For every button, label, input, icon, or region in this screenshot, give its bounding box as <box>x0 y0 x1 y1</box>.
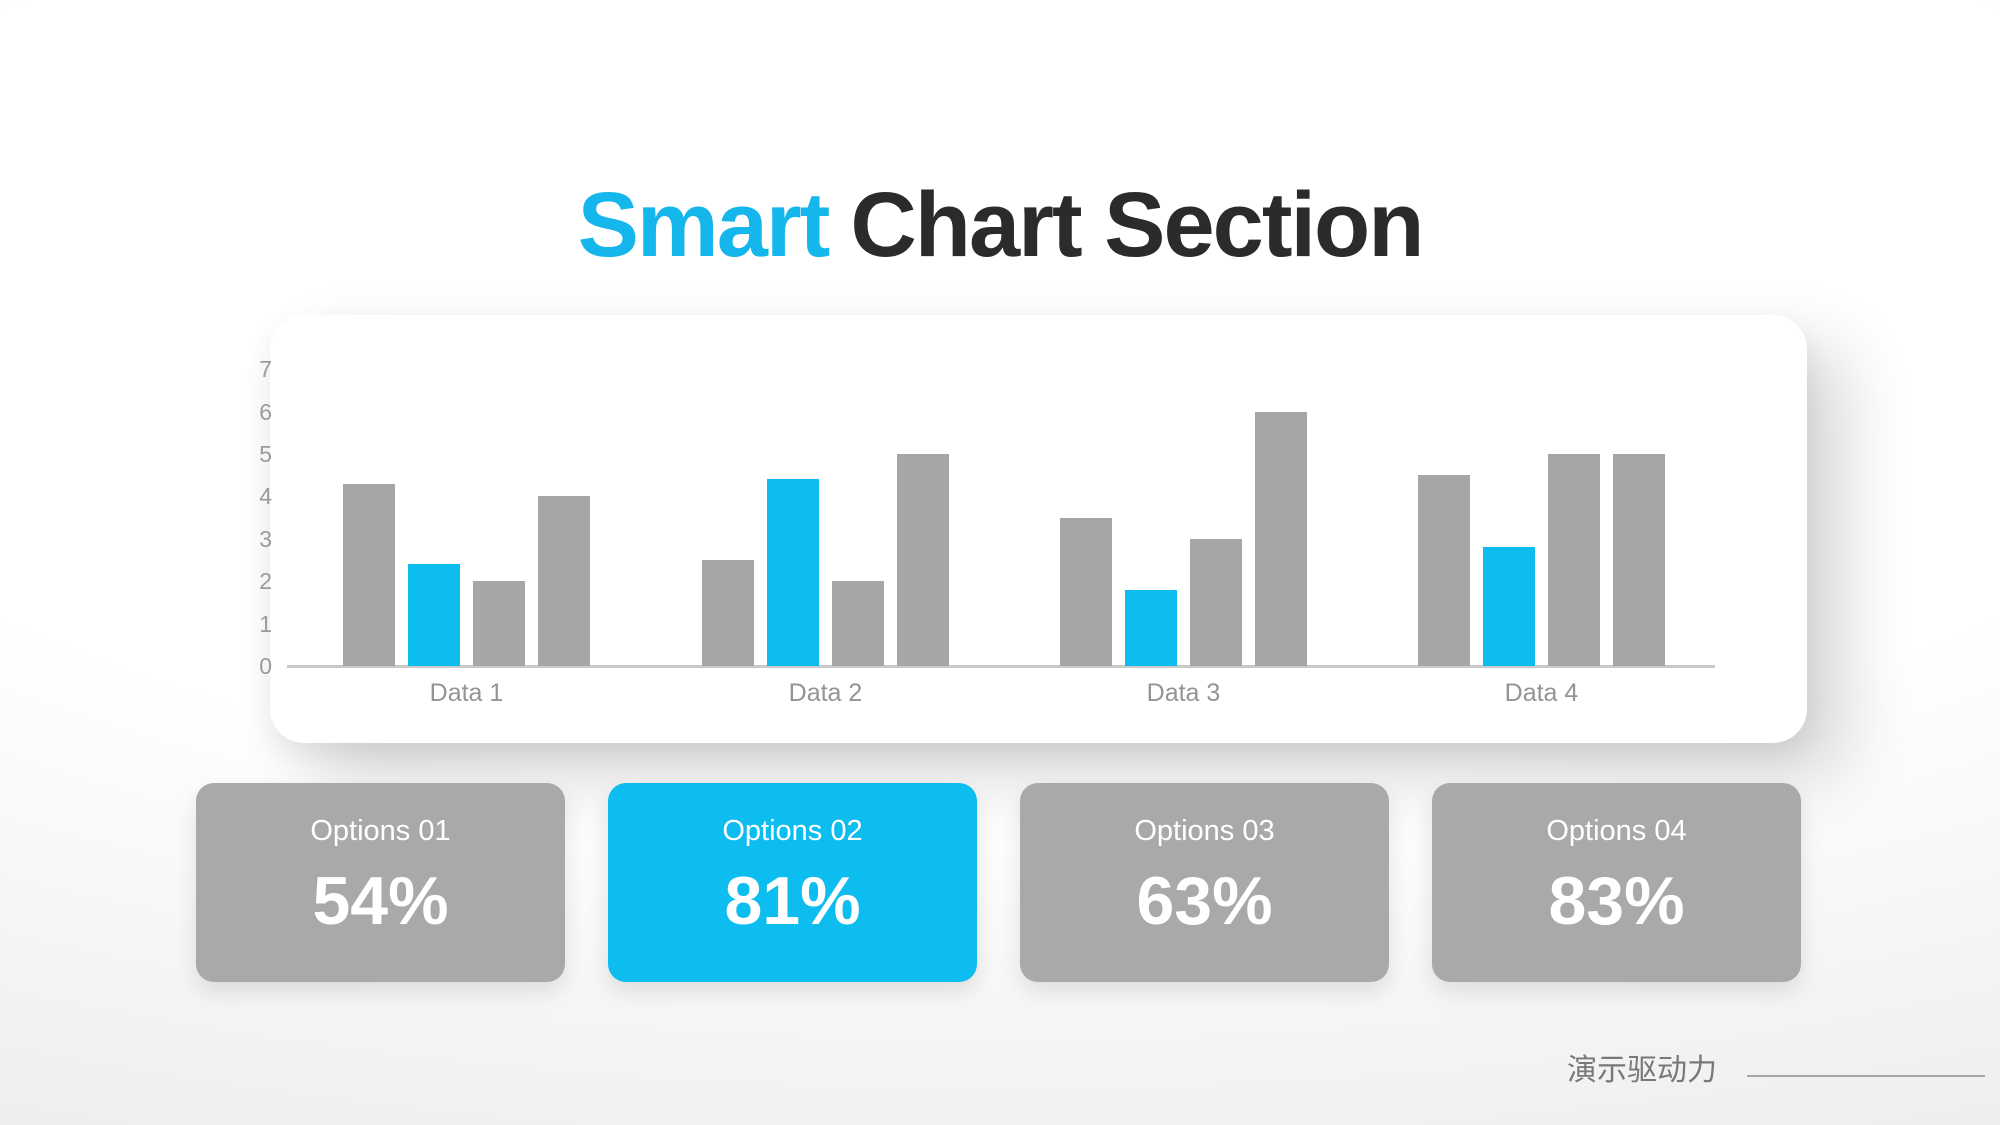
page-title: Smart Chart Section <box>0 170 2000 280</box>
option-value: 54% <box>312 863 449 939</box>
title-rest: Chart Section <box>850 173 1424 276</box>
option-value: 83% <box>1548 863 1685 939</box>
y-axis-tick-3: 3 <box>259 525 272 552</box>
option-card-3[interactable]: Options 03 63% <box>1020 783 1389 982</box>
chart-card <box>270 315 1807 743</box>
y-axis-tick-0: 0 <box>259 653 272 679</box>
option-label: Options 01 <box>310 815 451 847</box>
footer-brand-text: 演示驱动力 <box>1567 1054 1717 1087</box>
option-label: Options 02 <box>722 815 863 847</box>
y-axis-tick-5: 5 <box>259 441 272 467</box>
y-axis-tick-7: 7 <box>259 356 272 383</box>
option-card-2[interactable]: Options 02 81% <box>608 783 977 982</box>
y-axis-tick-6: 6 <box>259 398 272 425</box>
option-value: 81% <box>724 863 861 939</box>
option-card-4[interactable]: Options 04 83% <box>1432 783 1801 982</box>
title-highlight: Smart <box>577 173 831 276</box>
option-label: Options 03 <box>1134 815 1275 847</box>
y-axis-tick-1: 1 <box>259 610 272 637</box>
y-axis-tick-2: 2 <box>259 568 272 595</box>
option-label: Options 04 <box>1546 815 1687 847</box>
y-axis-tick-4: 4 <box>259 483 272 510</box>
option-card-1[interactable]: Options 01 54% <box>196 783 565 982</box>
option-value: 63% <box>1136 863 1273 939</box>
footer-divider-line <box>1747 1075 1985 1077</box>
